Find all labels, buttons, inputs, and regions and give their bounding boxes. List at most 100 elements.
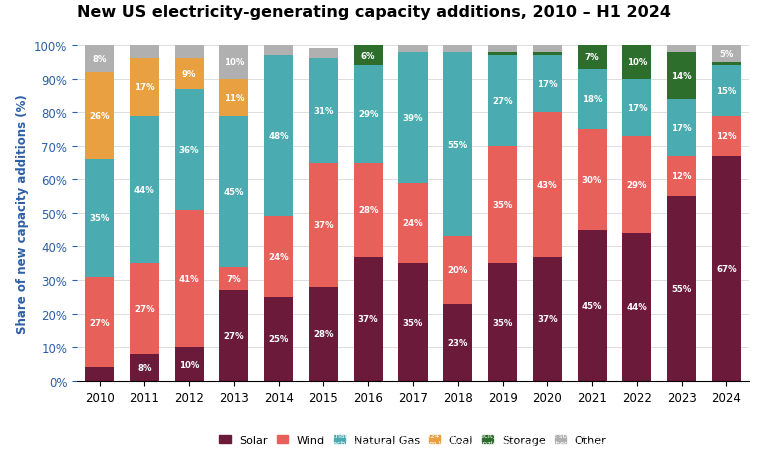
- Bar: [354, 163, 383, 257]
- Legend: Solar, Wind, Natural Gas, Coal, Storage, Other: Solar, Wind, Natural Gas, Coal, Storage,…: [215, 430, 611, 449]
- Bar: [667, 53, 696, 100]
- Text: 35%: 35%: [493, 318, 513, 327]
- Text: 48%: 48%: [269, 132, 289, 141]
- Text: 30%: 30%: [582, 175, 602, 185]
- Bar: [174, 59, 204, 90]
- Bar: [443, 46, 472, 53]
- Bar: [488, 53, 517, 56]
- Text: 7%: 7%: [227, 274, 241, 283]
- Text: 27%: 27%: [224, 331, 244, 340]
- Text: 27%: 27%: [90, 318, 110, 327]
- Text: 8%: 8%: [93, 55, 107, 64]
- Bar: [398, 263, 428, 381]
- Bar: [174, 46, 204, 59]
- Bar: [354, 257, 383, 381]
- Text: 36%: 36%: [179, 146, 199, 154]
- Text: 10%: 10%: [627, 58, 647, 67]
- Text: 31%: 31%: [313, 107, 334, 116]
- Text: 15%: 15%: [716, 87, 736, 95]
- Bar: [309, 59, 338, 163]
- Bar: [398, 53, 428, 183]
- Text: 28%: 28%: [313, 330, 334, 339]
- Y-axis label: Share of new capacity additions (%): Share of new capacity additions (%): [15, 94, 29, 333]
- Bar: [712, 66, 741, 116]
- Text: 10%: 10%: [224, 58, 244, 67]
- Bar: [354, 66, 383, 163]
- Bar: [264, 56, 293, 217]
- Text: 7%: 7%: [585, 53, 599, 62]
- Bar: [488, 56, 517, 146]
- Bar: [577, 129, 607, 230]
- Bar: [309, 49, 338, 59]
- Bar: [533, 46, 562, 53]
- Text: 11%: 11%: [224, 93, 244, 102]
- Bar: [354, 46, 383, 66]
- Bar: [533, 53, 562, 56]
- Text: 39%: 39%: [403, 113, 423, 123]
- Text: 24%: 24%: [269, 252, 289, 262]
- Bar: [130, 354, 159, 381]
- Bar: [712, 116, 741, 157]
- Text: 17%: 17%: [672, 123, 692, 133]
- Text: 27%: 27%: [134, 304, 154, 313]
- Bar: [130, 59, 159, 116]
- Bar: [174, 90, 204, 210]
- Bar: [488, 46, 517, 53]
- Bar: [398, 46, 428, 53]
- Text: 41%: 41%: [179, 274, 199, 283]
- Bar: [219, 291, 249, 381]
- Bar: [309, 287, 338, 381]
- Text: New US electricity-generating capacity additions, 2010 – H1 2024: New US electricity-generating capacity a…: [77, 5, 671, 20]
- Bar: [85, 277, 114, 368]
- Text: 24%: 24%: [403, 219, 423, 228]
- Text: 43%: 43%: [537, 180, 557, 190]
- Bar: [443, 53, 472, 237]
- Bar: [264, 297, 293, 381]
- Text: 20%: 20%: [448, 266, 468, 275]
- Text: 23%: 23%: [448, 338, 468, 347]
- Text: 5%: 5%: [720, 50, 733, 59]
- Text: 55%: 55%: [672, 284, 692, 293]
- Text: 45%: 45%: [224, 187, 244, 196]
- Bar: [443, 304, 472, 381]
- Bar: [712, 62, 741, 66]
- Text: 45%: 45%: [582, 301, 602, 310]
- Bar: [398, 183, 428, 263]
- Text: 6%: 6%: [361, 51, 375, 61]
- Bar: [533, 257, 562, 381]
- Bar: [219, 46, 249, 79]
- Bar: [85, 46, 114, 73]
- Text: 17%: 17%: [134, 83, 154, 92]
- Text: 29%: 29%: [358, 110, 378, 119]
- Text: 35%: 35%: [493, 201, 513, 210]
- Text: 37%: 37%: [313, 221, 334, 230]
- Bar: [622, 79, 652, 136]
- Bar: [667, 46, 696, 53]
- Bar: [712, 46, 741, 62]
- Bar: [622, 46, 652, 79]
- Text: 29%: 29%: [627, 180, 647, 190]
- Bar: [85, 73, 114, 160]
- Text: 17%: 17%: [627, 103, 647, 112]
- Text: 25%: 25%: [269, 335, 289, 344]
- Bar: [219, 267, 249, 291]
- Bar: [85, 368, 114, 381]
- Bar: [130, 263, 159, 354]
- Text: 44%: 44%: [627, 303, 647, 312]
- Bar: [533, 56, 562, 113]
- Bar: [264, 217, 293, 297]
- Text: 17%: 17%: [537, 80, 557, 89]
- Bar: [622, 234, 652, 381]
- Text: 8%: 8%: [137, 363, 151, 372]
- Text: 12%: 12%: [716, 132, 736, 141]
- Bar: [667, 100, 696, 157]
- Bar: [309, 163, 338, 287]
- Text: 14%: 14%: [672, 72, 692, 80]
- Bar: [443, 237, 472, 304]
- Text: 67%: 67%: [716, 264, 736, 273]
- Bar: [130, 116, 159, 263]
- Bar: [85, 160, 114, 277]
- Text: 27%: 27%: [493, 97, 513, 106]
- Bar: [219, 116, 249, 267]
- Bar: [667, 157, 696, 196]
